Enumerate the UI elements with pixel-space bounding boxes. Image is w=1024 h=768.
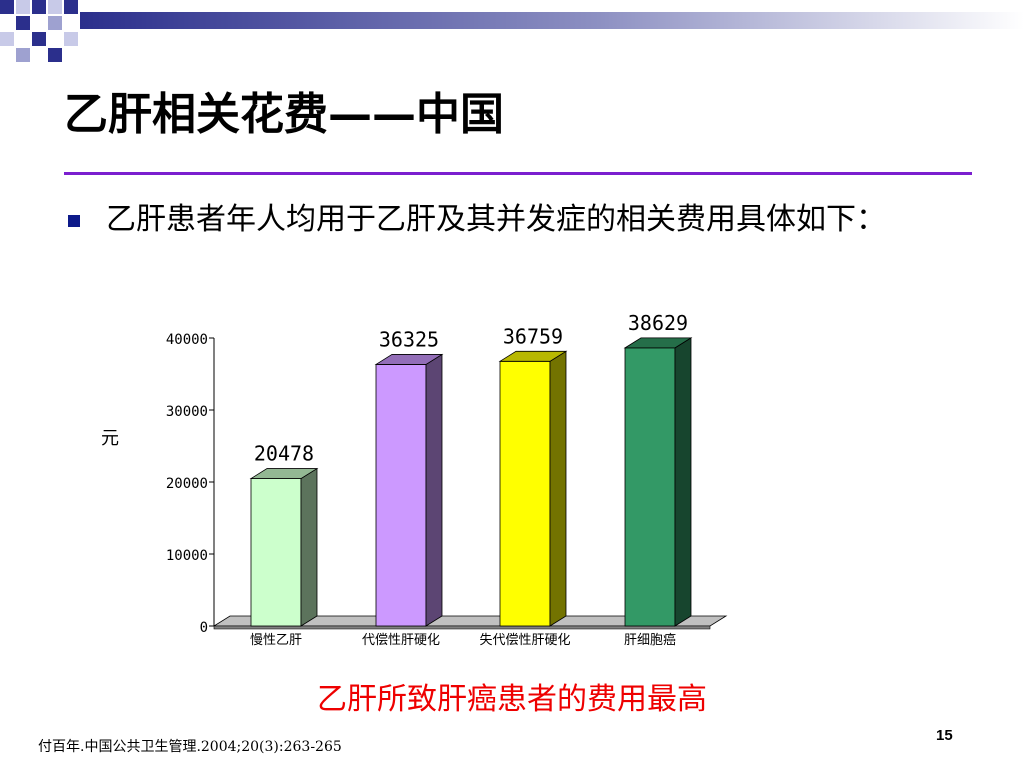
data-label-1: 20478	[254, 442, 314, 466]
deco-square-1	[16, 0, 30, 14]
bar-front-2	[375, 364, 427, 627]
bullet-text: 乙肝患者年人均用于乙肝及其并发症的相关费用具体如下：	[106, 202, 886, 237]
bar-front-3	[499, 360, 551, 627]
data-label-3: 36759	[503, 324, 563, 348]
data-label-4: 38629	[628, 311, 688, 335]
bar-top-2	[374, 354, 444, 365]
bar-3	[498, 350, 568, 627]
bar-1	[249, 467, 319, 627]
bar-side-1	[300, 467, 318, 627]
bullet-square-icon	[68, 215, 80, 227]
y-tick-label-2: 20000	[166, 476, 208, 492]
y-tick-label-1: 10000	[166, 548, 208, 564]
deco-square-8	[32, 32, 46, 46]
deco-square-3	[48, 0, 62, 14]
deco-square-5	[16, 16, 30, 30]
bar-top-1	[249, 468, 319, 479]
deco-square-11	[48, 48, 62, 62]
chart-floor-edge	[213, 625, 711, 630]
deco-square-9	[64, 32, 78, 46]
bar-front-4	[624, 347, 676, 627]
data-label-2: 36325	[379, 327, 439, 351]
category-label-1: 慢性乙肝	[250, 632, 302, 648]
title-gradient-band	[80, 12, 1024, 29]
title-divider	[64, 172, 972, 175]
bar-top-3	[498, 350, 568, 362]
bar-top-4	[623, 337, 693, 349]
y-tick-label-3: 30000	[166, 404, 208, 420]
y-tick-label-4: 40000	[166, 332, 208, 348]
deco-square-0	[0, 0, 14, 14]
bar-side-4	[674, 337, 692, 627]
deco-square-4	[64, 0, 78, 14]
corner-decoration	[0, 0, 1024, 62]
deco-square-6	[48, 16, 62, 30]
deco-square-7	[0, 32, 14, 46]
bar-4	[623, 337, 693, 627]
deco-square-10	[16, 48, 30, 62]
bar-side-3	[549, 350, 567, 627]
category-label-2: 代偿性肝硬化	[362, 633, 440, 648]
page-number: 15	[936, 727, 953, 744]
bar-2	[374, 353, 444, 627]
conclusion-text: 乙肝所致肝癌患者的费用最高	[317, 682, 707, 717]
y-tick-label-0: 0	[200, 620, 208, 636]
slide-title: 乙肝相关花费——中国	[64, 89, 504, 140]
y-axis-label: 元	[101, 428, 119, 449]
deco-square-2	[32, 0, 46, 14]
category-label-3: 失代偿性肝硬化	[479, 633, 570, 648]
category-label-4: 肝细胞癌	[624, 632, 676, 648]
bar-side-2	[425, 353, 443, 627]
citation: 付百年.中国公共卫生管理.2004;20(3):263-265	[38, 739, 342, 755]
bar-front-1	[250, 478, 302, 627]
